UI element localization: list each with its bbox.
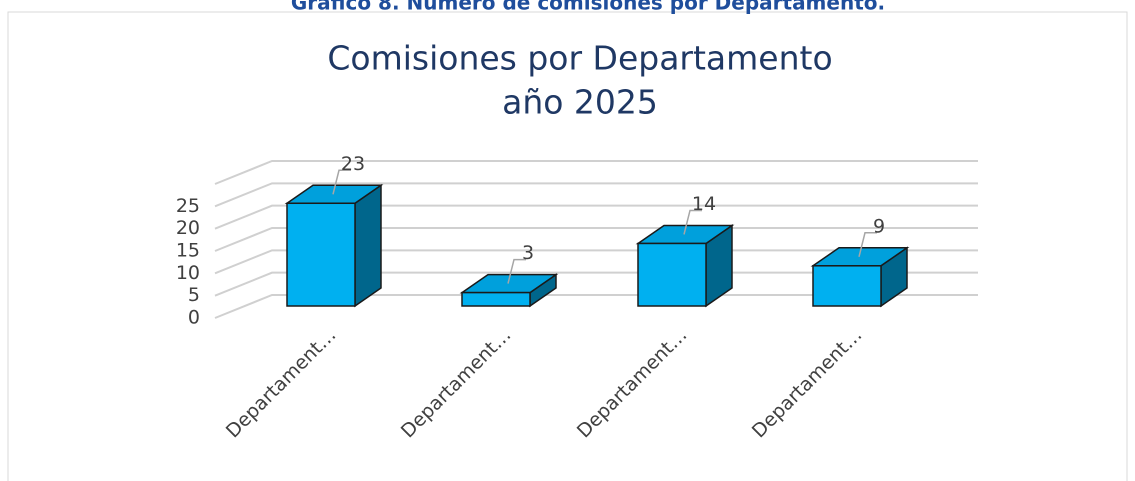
grid-line xyxy=(214,271,978,297)
bar xyxy=(812,265,882,307)
grid-line xyxy=(214,182,978,208)
grid-line xyxy=(214,227,978,252)
chart-title: año 2025 xyxy=(502,83,658,122)
data-label: 9 xyxy=(873,215,885,237)
leader-line xyxy=(683,209,702,235)
bar xyxy=(286,202,356,307)
caption: Gráfico 8. Número de comisiones por Depa… xyxy=(291,0,885,15)
y-tick-label: 5 xyxy=(188,284,200,306)
leader-line xyxy=(858,232,877,257)
y-tick-label: 20 xyxy=(176,217,200,239)
y-tick-label: 15 xyxy=(176,240,200,262)
bar-side xyxy=(354,183,382,308)
chart-title: Comisiones por Departamento xyxy=(327,39,832,78)
bar xyxy=(461,291,531,307)
leader-line xyxy=(507,258,526,284)
grid-line xyxy=(214,204,978,230)
leader-line xyxy=(332,169,351,195)
data-label: 3 xyxy=(522,242,534,264)
data-label: 14 xyxy=(692,193,716,215)
data-label: 23 xyxy=(341,153,365,175)
grid-line xyxy=(214,294,978,319)
axis-wall-top xyxy=(214,160,978,185)
bar xyxy=(637,242,707,307)
chart-frame xyxy=(7,11,1128,481)
y-tick-label: 25 xyxy=(176,195,200,217)
y-tick-label: 0 xyxy=(188,307,200,329)
y-tick-label: 10 xyxy=(176,262,200,284)
grid-line xyxy=(214,249,978,275)
